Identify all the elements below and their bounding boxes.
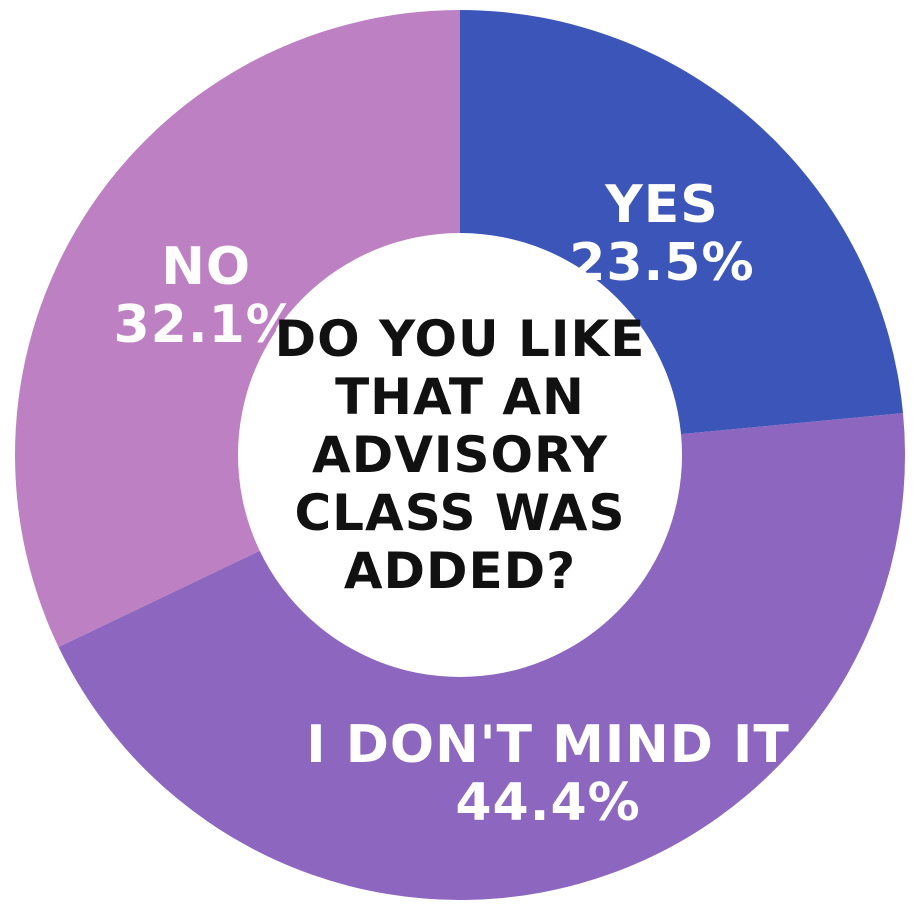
title-line: THAT AN (335, 368, 585, 426)
title-line: DO YOU LIKE (275, 310, 646, 368)
slice-label: I DON'T MIND IT (306, 715, 790, 775)
slice-label: YES (604, 175, 719, 235)
title-line: CLASS WAS (294, 484, 625, 542)
slice-value-label: 32.1% (113, 295, 298, 355)
title-line: ADDED? (344, 542, 576, 600)
donut-hole (238, 233, 682, 677)
title-line: ADVISORY (312, 426, 608, 484)
slice-label: NO (161, 237, 251, 297)
chart-title: DO YOU LIKE THAT AN ADVISORY CLASS WAS ADDED… (275, 310, 646, 600)
slice-value-label: 23.5% (569, 233, 754, 293)
slice-value-label: 44.4% (455, 773, 640, 833)
